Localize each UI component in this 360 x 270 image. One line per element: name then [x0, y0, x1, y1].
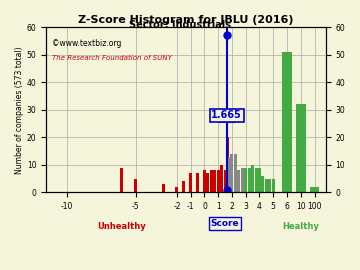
Bar — [182, 181, 185, 193]
Bar — [244, 168, 247, 193]
Bar — [255, 168, 257, 193]
Text: Unhealthy: Unhealthy — [98, 222, 146, 231]
Text: Healthy: Healthy — [282, 222, 319, 231]
Bar — [224, 170, 226, 193]
Bar — [206, 173, 210, 193]
Text: ©www.textbiz.org: ©www.textbiz.org — [52, 39, 121, 48]
Bar — [268, 179, 271, 193]
Bar — [24, 176, 27, 193]
Bar — [272, 179, 275, 193]
Bar — [265, 179, 268, 193]
Bar — [196, 173, 199, 193]
Bar — [175, 187, 179, 193]
Bar — [210, 170, 213, 193]
Bar — [120, 168, 123, 193]
Text: Sector: Industrials: Sector: Industrials — [129, 20, 231, 30]
Bar — [227, 157, 230, 193]
Bar — [296, 104, 306, 193]
Bar — [213, 170, 216, 193]
Bar — [310, 187, 319, 193]
Bar — [230, 154, 234, 193]
Bar — [237, 170, 240, 193]
Text: 1.665: 1.665 — [211, 110, 242, 120]
Bar — [134, 179, 137, 193]
Bar — [226, 137, 229, 193]
Bar — [282, 52, 292, 193]
Bar — [220, 165, 223, 193]
Title: Z-Score Histogram for JBLU (2016): Z-Score Histogram for JBLU (2016) — [78, 15, 294, 25]
Bar — [203, 170, 206, 193]
Y-axis label: Number of companies (573 total): Number of companies (573 total) — [15, 46, 24, 174]
Bar — [38, 179, 41, 193]
Bar — [189, 173, 192, 193]
Bar — [217, 170, 220, 193]
Bar — [251, 165, 254, 193]
Bar — [162, 184, 165, 193]
Text: Score: Score — [211, 219, 239, 228]
Bar — [248, 168, 251, 193]
Bar — [241, 168, 244, 193]
Text: The Research Foundation of SUNY: The Research Foundation of SUNY — [52, 55, 172, 61]
Bar — [258, 168, 261, 193]
Bar — [234, 154, 237, 193]
Bar — [261, 176, 265, 193]
